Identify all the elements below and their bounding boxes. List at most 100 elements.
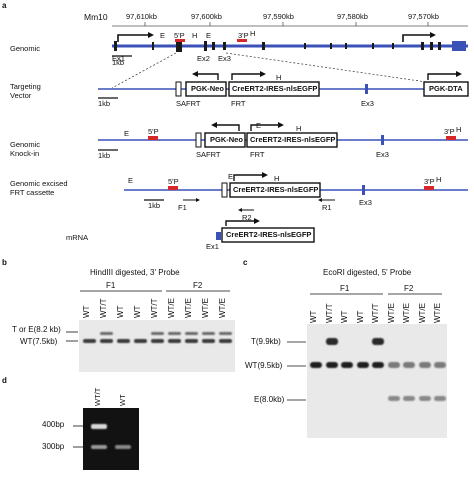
targeting-safrt-label: SAFRT [176, 99, 201, 108]
blot-c-band-e [387, 396, 400, 401]
excised-h2-label: H [436, 175, 442, 184]
excised-5p-label: 5'P [168, 177, 179, 186]
row-label-targeting: Targeting Vector [10, 82, 41, 100]
targeting-ex3-label: Ex3 [361, 99, 374, 108]
panel-label-a: a [2, 1, 7, 10]
blot-b-band-upper [202, 332, 215, 335]
excised-scale-label: 1kb [148, 201, 161, 210]
blot-c-band-t [372, 338, 384, 345]
blot-b-band-layer [79, 320, 235, 372]
knockin-e1-label: E [124, 129, 130, 138]
excised-row [124, 172, 468, 212]
row-label-mrna: mRNA [66, 233, 89, 242]
genomic-row [111, 32, 469, 89]
blot-c-band-wt [310, 362, 322, 368]
primer-r1-label: R1 [322, 203, 332, 212]
assembly-label: Mm10 [84, 12, 108, 22]
excised-h1-label: H [274, 174, 280, 183]
primer-f1-label: F1 [178, 203, 187, 212]
blot-c-band-wt [356, 362, 369, 368]
gel-band-300-lane2 [115, 445, 131, 449]
blot-b-title: HindIII digested, 3' Probe [90, 268, 180, 277]
mrna-row [216, 218, 315, 243]
blot-b-band-upper [185, 332, 198, 335]
row-label-knockin: Genomic Knock-in [10, 140, 41, 158]
coord-5: 97,570kb [408, 12, 439, 21]
blot-c-band-wt [372, 362, 384, 368]
blot-b-band-wt [100, 339, 113, 343]
targeting-pgkneo-label: PGK-Neo [191, 84, 224, 93]
coord-3: 97,590kb [263, 12, 294, 21]
blot-b-group-f2: F2 [193, 281, 203, 290]
blot-c-band-e [434, 396, 446, 401]
blot-c-band-label-3: E(8.0kb) [254, 395, 285, 404]
blot-c-band-label-1: T(9.9kb) [251, 337, 281, 346]
primer-r2-label: R2 [242, 213, 252, 222]
coord-2: 97,600kb [191, 12, 222, 21]
blot-c-band-wt [403, 362, 415, 368]
panel-label-d: d [2, 376, 7, 385]
gel-marker-300: 300bp [42, 442, 65, 451]
blot-b-band-label-2: WT(7.5kb) [20, 337, 58, 346]
blot-c-group-f1: F1 [340, 284, 350, 293]
blot-c-band-layer [307, 324, 447, 438]
blot-b-band-upper [219, 332, 232, 335]
targeting-frt-label: FRT [231, 99, 246, 108]
knockin-row [98, 122, 468, 151]
excised-e2-label: E [228, 172, 234, 181]
panel-label-c: c [243, 258, 248, 267]
gel-marker-400: 400bp [42, 420, 65, 429]
blot-b-band-wt [202, 339, 215, 343]
blot-c-band-wt [387, 362, 400, 368]
blot-b-band-wt [134, 339, 147, 343]
genomic-ex2-label: Ex2 [197, 54, 210, 63]
panel-label-b: b [2, 258, 7, 267]
knockin-cre-label: CreERT2-IRES-nlsEGFP [250, 135, 336, 144]
blot-c-band-e [418, 396, 431, 401]
excised-ex3-label: Ex3 [359, 198, 372, 207]
knockin-scale-label: 1kb [98, 151, 111, 160]
knockin-h2-label: H [456, 125, 462, 134]
knockin-pgkneo-label: PGK-Neo [210, 135, 243, 144]
blot-b-band-upper [168, 332, 181, 335]
genomic-h2-label: H [250, 29, 256, 38]
targeting-h-label: H [276, 73, 282, 82]
knockin-safrt-label: SAFRT [196, 150, 221, 159]
gel-band-400-lane1 [91, 424, 107, 429]
genomic-scale-label: 1kb [112, 58, 125, 67]
targeting-cre-label: CreERT2-IRES-nlsEGFP [232, 84, 318, 93]
blot-c-band-wt [418, 362, 431, 368]
blot-b-band-upper [100, 332, 113, 335]
blot-c-group-f2: F2 [404, 284, 414, 293]
blot-b-band-wt [83, 339, 96, 343]
genomic-e1-label: E [160, 31, 166, 40]
coord-4: 97,580kb [337, 12, 368, 21]
gel-image [83, 408, 139, 470]
mrna-cre-label: CreERT2-IRES-nlsEGFP [226, 230, 312, 239]
blot-b-image [79, 320, 235, 372]
knockin-h1-label: H [296, 124, 302, 133]
blot-b-group-f1: F1 [106, 281, 116, 290]
excised-e1-label: E [128, 176, 134, 185]
blot-c-band-label-2: WT(9.5kb) [245, 361, 283, 370]
blot-b-band-wt [117, 339, 130, 343]
targeting-pgkdta-label: PGK-DTA [429, 84, 463, 93]
coordinate-ruler [112, 22, 468, 27]
blot-c-band-e [403, 396, 415, 401]
row-label-genomic: Genomic [10, 44, 41, 53]
coord-1: 97,610kb [126, 12, 157, 21]
blot-c-image [307, 324, 447, 438]
blot-b-band-wt [168, 339, 181, 343]
genomic-ex1-label: Ex1 [112, 54, 125, 63]
excised-cre-label: CreERT2-IRES-nlsEGFP [233, 185, 319, 194]
genomic-3p-label: 3'P [238, 31, 249, 40]
knockin-5p-label: 5'P [148, 127, 159, 136]
knockin-3p-label: 3'P [444, 127, 455, 136]
knockin-frt-label: FRT [250, 150, 265, 159]
